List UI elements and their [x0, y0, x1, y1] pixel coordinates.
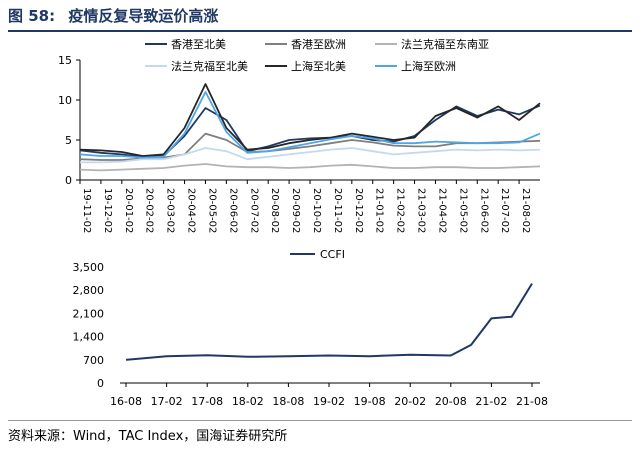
series-line-3 — [79, 163, 541, 172]
x-tick-label-11: 20-10-02 — [311, 188, 322, 233]
x-tick-label-7: 20-06-02 — [227, 188, 238, 233]
series-line-5 — [79, 83, 541, 157]
x-tick-label-20: 21-07-02 — [499, 188, 510, 233]
y-tick-label-1: 5 — [65, 134, 72, 147]
x-tick-label-18: 21-05-02 — [457, 188, 468, 233]
series-line-ccfi — [125, 283, 533, 361]
x-tick-label-21: 21-08-02 — [520, 188, 531, 233]
y-tick-label-0: 0 — [97, 377, 104, 390]
x-tick-label-9: 21-02 — [475, 395, 507, 408]
legend-label-6: 上海至欧洲 — [401, 59, 456, 73]
x-tick-label-6: 20-05-02 — [206, 188, 217, 233]
x-tick-label-19: 21-06-02 — [478, 188, 489, 233]
series-line-4 — [80, 147, 541, 164]
y-tick-label-2: 1,400 — [73, 331, 105, 344]
figure-title: 疫情反复导致运价高涨 — [68, 7, 219, 25]
legend-label-3: 法兰克福至东南亚 — [401, 37, 489, 51]
legend-label-4: 法兰克福至北美 — [171, 59, 248, 73]
x-tick-label-7: 20-02 — [394, 395, 426, 408]
legend-label-2: 香港至欧洲 — [291, 38, 346, 51]
y-tick-label-3: 2,100 — [73, 307, 105, 320]
x-tick-label-10: 21-08 — [516, 395, 548, 408]
x-tick-label-8: 20-07-02 — [248, 188, 259, 233]
x-tick-label-8: 20-08 — [435, 395, 467, 408]
x-tick-label-1: 17-02 — [151, 395, 183, 408]
x-tick-label-2: 20-01-02 — [123, 188, 134, 233]
x-tick-label-6: 19-08 — [354, 395, 386, 408]
y-tick-label-2: 10 — [58, 94, 72, 107]
x-tick-label-5: 20-04-02 — [186, 188, 197, 233]
series-line-1 — [79, 104, 541, 158]
x-tick-label-17: 21-04-02 — [436, 188, 447, 233]
x-tick-label-3: 18-02 — [232, 395, 264, 408]
y-tick-label-5: 3,500 — [73, 261, 105, 274]
y-tick-label-1: 700 — [83, 354, 104, 367]
x-tick-label-14: 21-01-02 — [374, 188, 385, 233]
ccfi-chart: CCFI 0 700 1,400 2,100 2,800 3,500 16-08 17-02 17… — [73, 248, 548, 408]
x-tick-label-10: 20-09-02 — [290, 188, 301, 233]
figure-label: 图 58: — [8, 7, 56, 25]
figure-title-bar: 图 58: 疫情反复导致运价高涨 — [8, 4, 632, 32]
legend-label-1: 香港至北美 — [171, 38, 226, 51]
legend-label-5: 上海至北美 — [291, 59, 346, 73]
x-tick-label-4: 18-08 — [272, 395, 304, 408]
x-tick-label-13: 20-12-02 — [353, 188, 364, 233]
x-tick-label-16: 21-03-02 — [416, 188, 427, 233]
series-line-6 — [79, 91, 541, 159]
x-tick-label-15: 21-02-02 — [395, 188, 406, 233]
x-tick-label-0: 16-08 — [110, 395, 142, 408]
x-tick-label-5: 19-02 — [313, 395, 345, 408]
x-tick-label-1: 19-12-02 — [102, 188, 113, 233]
x-tick-label-3: 20-02-02 — [144, 188, 155, 233]
y-tick-label-4: 2,800 — [73, 284, 105, 297]
y-tick-label-0: 0 — [65, 174, 72, 187]
x-tick-label-2: 17-08 — [191, 395, 223, 408]
source-note: 资料来源：Wind，TAC Index，国海证券研究所 — [8, 420, 632, 444]
y-tick-label-3: 15 — [58, 54, 72, 67]
x-tick-label-0: 19-11-02 — [81, 188, 92, 233]
x-tick-label-9: 20-08-02 — [269, 188, 280, 233]
x-tick-label-12: 20-11-02 — [332, 188, 343, 233]
legend-label-ccfi: CCFI — [320, 248, 345, 261]
x-tick-label-4: 20-03-02 — [165, 188, 176, 233]
